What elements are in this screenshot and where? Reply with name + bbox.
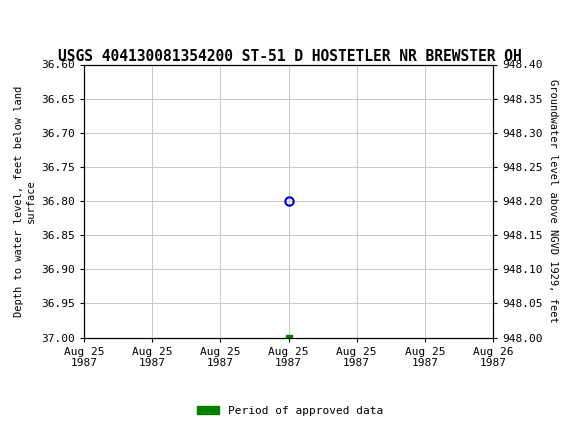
Y-axis label: Groundwater level above NGVD 1929, feet: Groundwater level above NGVD 1929, feet	[548, 79, 558, 323]
Text: ▒USGS: ▒USGS	[9, 11, 78, 29]
Text: USGS 404130081354200 ST-51 D HOSTETLER NR BREWSTER OH: USGS 404130081354200 ST-51 D HOSTETLER N…	[58, 49, 522, 64]
Legend: Period of approved data: Period of approved data	[193, 401, 387, 420]
Y-axis label: Depth to water level, feet below land
surface: Depth to water level, feet below land su…	[14, 86, 36, 316]
